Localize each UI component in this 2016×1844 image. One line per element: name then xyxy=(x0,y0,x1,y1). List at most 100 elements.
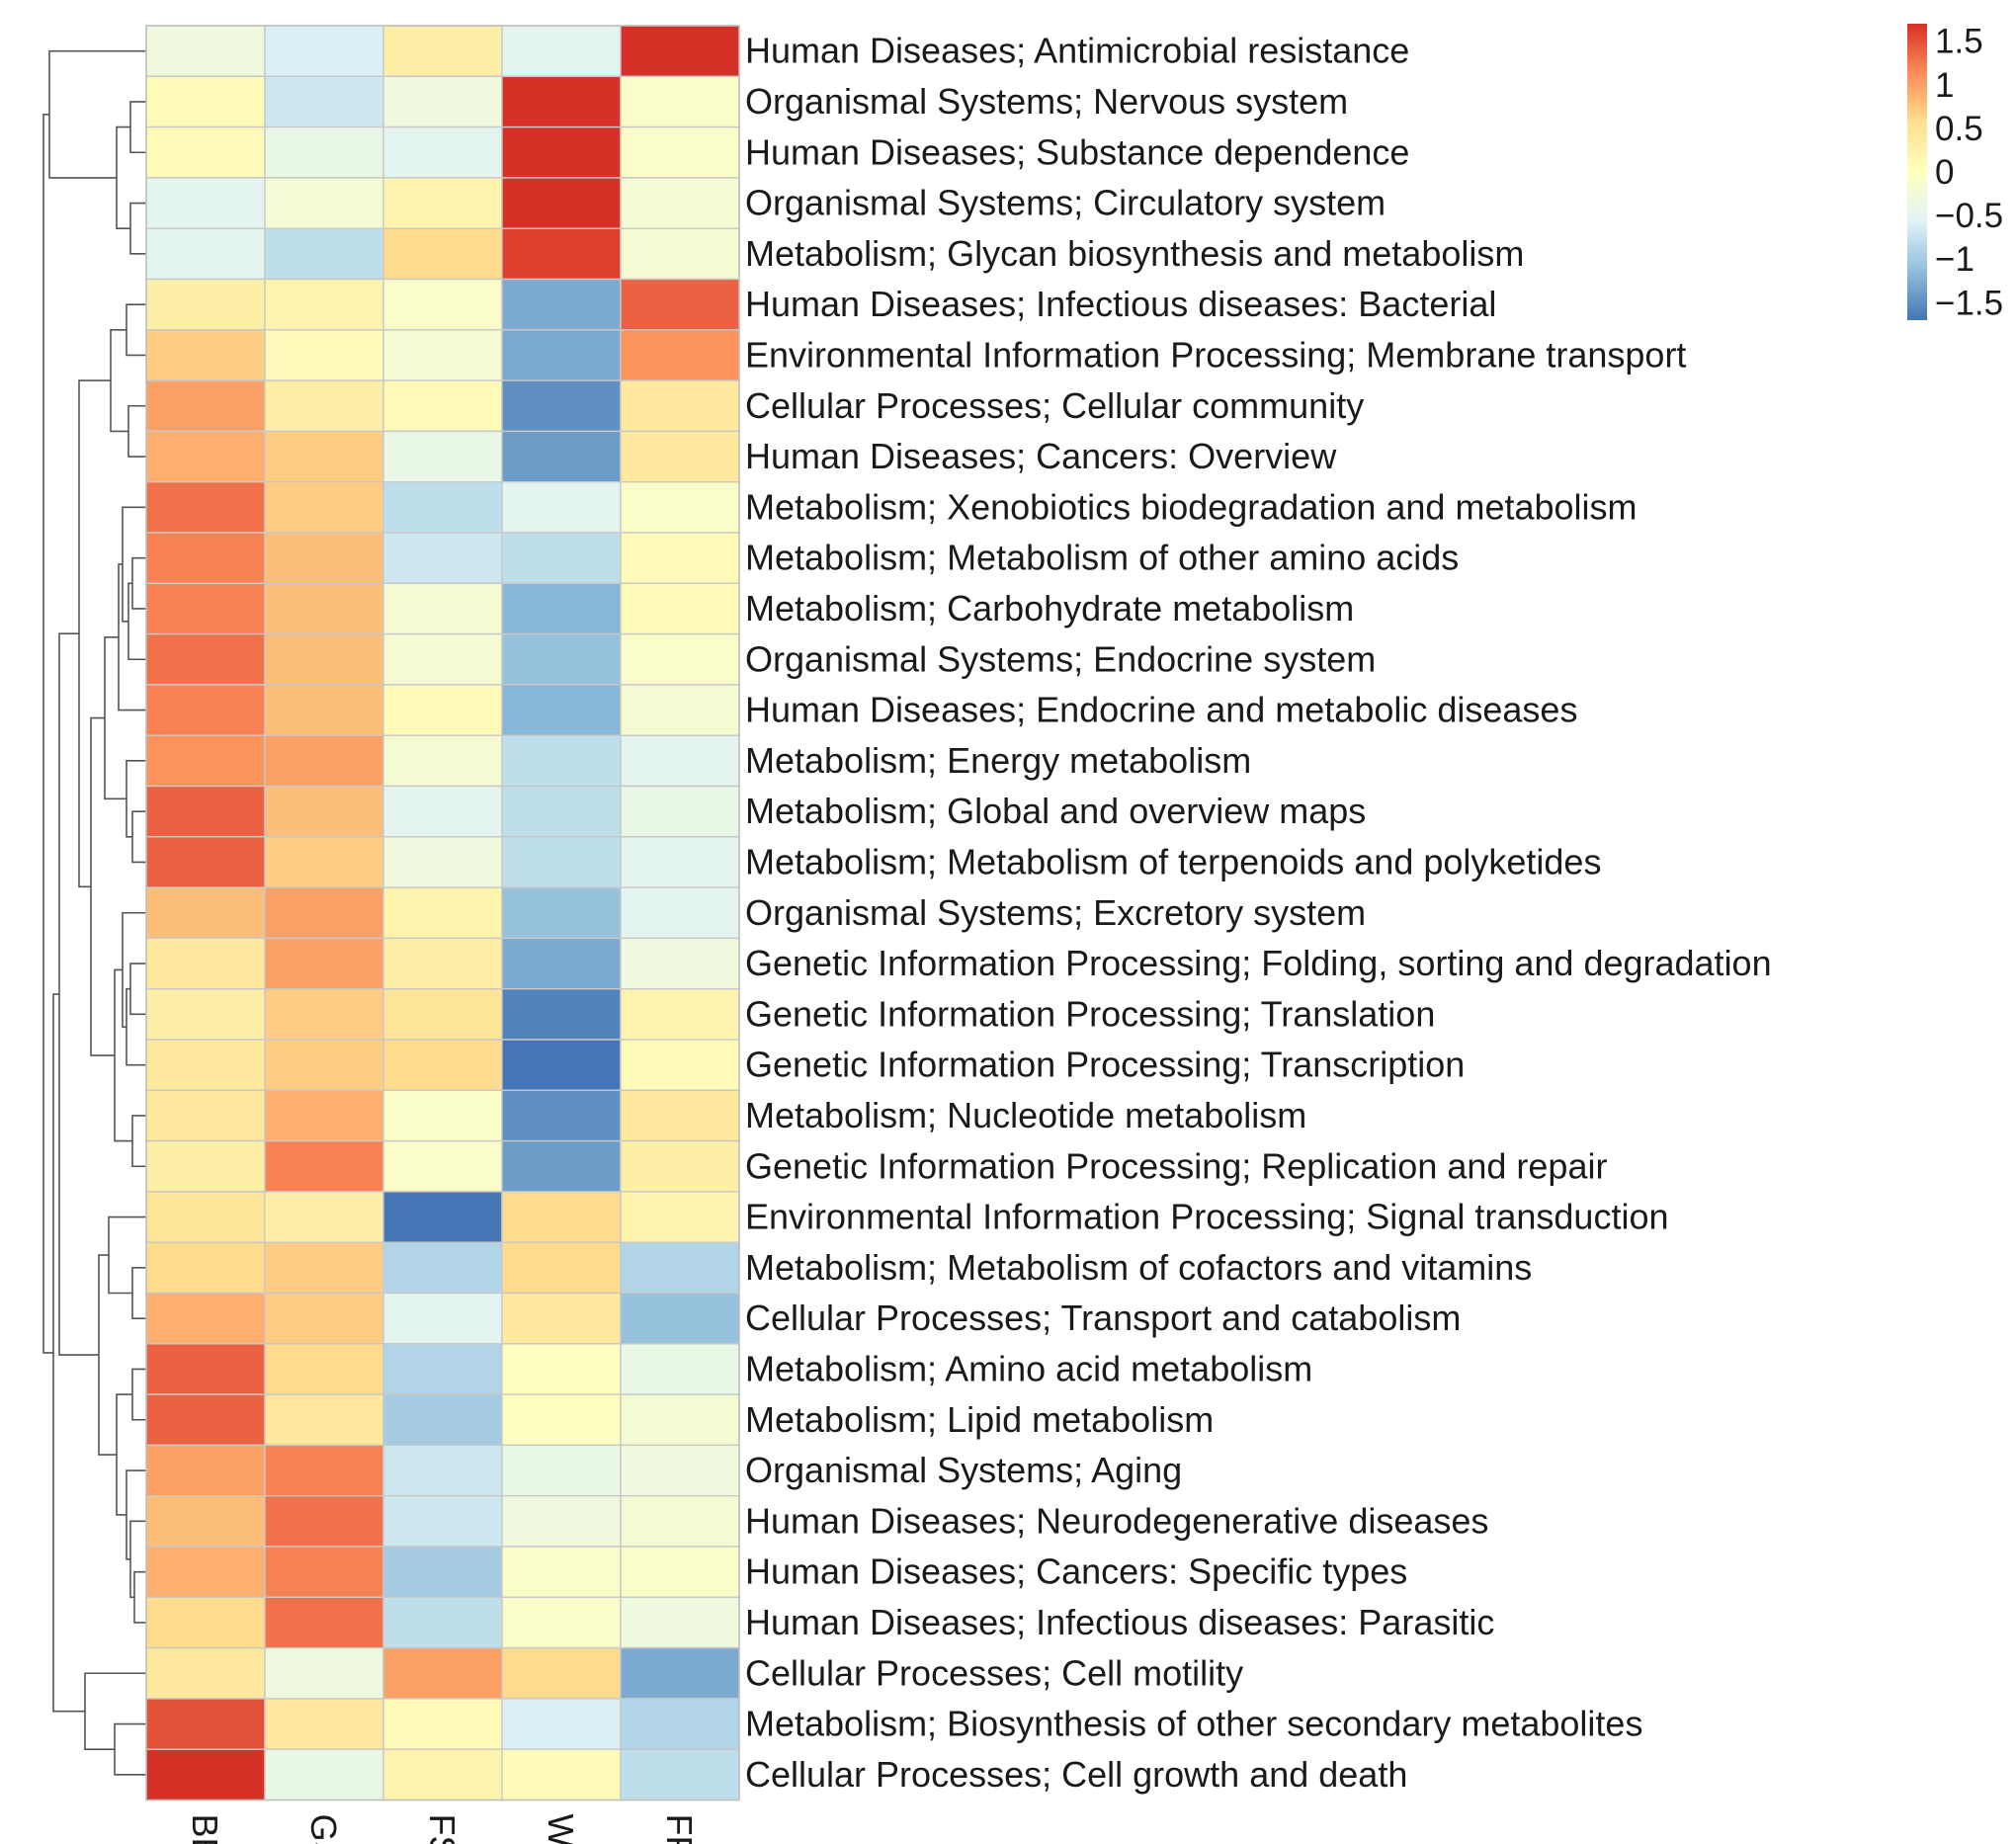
dendrogram-branch xyxy=(129,101,146,154)
dendrogram-branch xyxy=(131,556,146,610)
heatmap-cell xyxy=(145,532,266,584)
heatmap-cell xyxy=(382,1241,503,1295)
heatmap-cell xyxy=(501,177,622,229)
heatmap-cell xyxy=(501,684,622,736)
dendrogram-branch xyxy=(90,716,115,1056)
dendrogram-branch xyxy=(126,987,146,1066)
heatmap-cell xyxy=(264,1698,384,1750)
dendrogram-branch xyxy=(84,1672,146,1750)
heatmap-cell xyxy=(382,25,503,77)
heatmap-cell xyxy=(382,785,503,838)
dendrogram-branch xyxy=(126,303,146,357)
heatmap-cell xyxy=(382,1089,503,1142)
heatmap-cell xyxy=(145,227,266,281)
heatmap-cell xyxy=(145,126,266,179)
heatmap-cell xyxy=(382,379,503,433)
heatmap-cell xyxy=(145,1646,266,1700)
heatmap-cell xyxy=(382,1494,503,1548)
heatmap-cell xyxy=(145,430,266,483)
heatmap-cell xyxy=(620,1748,740,1802)
heatmap-cell xyxy=(145,1596,266,1649)
heatmap-cell xyxy=(382,1343,503,1395)
heatmap-cell xyxy=(501,1444,622,1497)
heatmap-cell xyxy=(264,25,384,77)
heatmap-cell xyxy=(382,329,503,381)
heatmap-cell xyxy=(264,1089,384,1142)
heatmap-cell xyxy=(382,937,503,990)
heatmap-cell xyxy=(264,227,384,281)
heatmap-cell xyxy=(620,329,740,381)
heatmap-cell xyxy=(264,684,384,736)
heatmap-cell xyxy=(620,1139,740,1193)
heatmap-cell xyxy=(620,1393,740,1447)
legend-tick-label: −1 xyxy=(1935,240,1974,279)
heatmap-cell xyxy=(145,75,266,128)
row-label: Metabolism; Carbohydrate metabolism xyxy=(745,588,1354,629)
heatmap-cell xyxy=(620,177,740,229)
heatmap-cell xyxy=(620,532,740,584)
heatmap-cell xyxy=(620,278,740,331)
heatmap-cell xyxy=(145,379,266,433)
heatmap-cell xyxy=(145,1343,266,1395)
heatmap-cell xyxy=(145,1089,266,1142)
heatmap-cell xyxy=(264,886,384,940)
heatmap-cell xyxy=(145,177,266,229)
heatmap-cell xyxy=(620,1241,740,1295)
row-label: Metabolism; Metabolism of terpenoids and… xyxy=(745,841,1601,881)
row-label: Human Diseases; Substance dependence xyxy=(745,131,1409,172)
color-legend: 1.5 1 0.5 0 −0.5 −1 −1.5 xyxy=(1907,23,2003,322)
heatmap-cell xyxy=(501,1596,622,1649)
heatmap-cell xyxy=(264,75,384,128)
heatmap-border xyxy=(145,25,740,1802)
dendrogram-branch xyxy=(131,1368,146,1421)
heatmap-cell xyxy=(145,937,266,990)
heatmap-cell xyxy=(501,75,622,128)
heatmap-cell xyxy=(382,1039,503,1091)
heatmap-cell xyxy=(382,532,503,584)
heatmap-cell xyxy=(382,227,503,281)
heatmap-cell xyxy=(145,1039,266,1091)
heatmap-cell xyxy=(501,379,622,433)
heatmap-cell xyxy=(620,1646,740,1700)
column-label: FS xyxy=(422,1814,462,1844)
heatmap-cell xyxy=(145,734,266,788)
heatmap-cell xyxy=(145,1546,266,1598)
heatmap-cell xyxy=(382,1646,503,1700)
heatmap-cell xyxy=(145,481,266,534)
heatmap-cell xyxy=(382,632,503,686)
heatmap-cell xyxy=(501,329,622,381)
row-label: Organismal Systems; Nervous system xyxy=(745,81,1348,122)
legend-tick-label: −1.5 xyxy=(1935,284,2003,322)
heatmap-cell xyxy=(620,1343,740,1395)
heatmap-cell xyxy=(501,25,622,77)
dendrogram-branch xyxy=(126,1469,146,1560)
heatmap-cell xyxy=(620,1292,740,1345)
heatmap-cell xyxy=(620,734,740,788)
heatmap-cell xyxy=(264,1039,384,1091)
heatmap-cell xyxy=(145,278,266,331)
heatmap-cell xyxy=(264,1343,384,1395)
heatmap-cell xyxy=(382,1546,503,1598)
heatmap-cell xyxy=(264,632,384,686)
heatmap-cell xyxy=(501,227,622,281)
heatmap-cell xyxy=(620,25,740,77)
heatmap-cell xyxy=(382,1393,503,1447)
row-label: Genetic Information Processing; Transcri… xyxy=(745,1045,1465,1085)
dendrogram-branch xyxy=(104,636,126,800)
row-dendrogram xyxy=(42,49,146,1776)
heatmap-cell xyxy=(264,278,384,331)
row-label: Human Diseases; Infectious diseases: Bac… xyxy=(745,284,1496,324)
heatmap-cell xyxy=(382,278,503,331)
row-label: Genetic Information Processing; Translat… xyxy=(745,993,1435,1034)
heatmap-cell xyxy=(145,1698,266,1750)
row-label: Environmental Information Processing; Me… xyxy=(745,334,1686,375)
legend-tick-label: 1.5 xyxy=(1935,23,1983,61)
heatmap-cell xyxy=(264,532,384,584)
heatmap-cell xyxy=(382,1139,503,1193)
heatmap-cell xyxy=(501,582,622,635)
heatmap-cell xyxy=(145,886,266,940)
heatmap-cell xyxy=(382,988,503,1041)
heatmap-cell xyxy=(264,988,384,1041)
row-label: Genetic Information Processing; Folding,… xyxy=(745,943,1772,983)
dendrogram-branch xyxy=(126,760,146,838)
